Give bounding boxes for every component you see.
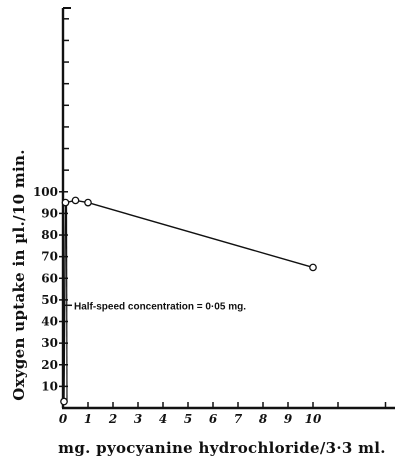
- data-point: [71, 196, 80, 205]
- x-tick-label: 10: [305, 412, 322, 426]
- x-tick-label: 5: [184, 412, 192, 426]
- y-tick-label: 40: [41, 315, 58, 329]
- labels: Oxygen uptake in µl./10 min. mg. pyocyan…: [10, 149, 386, 457]
- y-tick-label: 10: [41, 379, 58, 393]
- annotation-text: Half-speed concentration = 0·05 mg.: [74, 301, 246, 312]
- y-tick-label: 100: [33, 185, 58, 199]
- ticks: 10 20 30 40 50 60 70 80 90 100 0 1 2 3 4 5 6 7 8 9 10: [33, 18, 387, 426]
- y-tick-label: 90: [41, 206, 58, 220]
- x-tick-label: 4: [159, 412, 167, 426]
- y-tick-label: 20: [41, 358, 58, 372]
- x-tick-label: 9: [284, 412, 293, 426]
- series-line-edge: [65, 202, 68, 402]
- x-tick-label: 2: [108, 412, 117, 426]
- x-tick-label: 1: [84, 412, 92, 426]
- axes: [61, 7, 395, 410]
- series: Half-speed concentration = 0·05 mg.: [60, 196, 317, 406]
- x-tick-label: 3: [134, 412, 142, 426]
- x-tick-label: 6: [209, 412, 218, 426]
- x-tick-label: 7: [234, 412, 243, 426]
- y-tick-label: 50: [41, 293, 58, 307]
- data-point: [61, 198, 70, 207]
- x-tick-label: 0: [59, 412, 68, 426]
- data-point: [60, 397, 68, 406]
- y-axis-label: Oxygen uptake in µl./10 min.: [10, 149, 28, 400]
- y-tick-label: 60: [41, 271, 58, 285]
- data-point: [309, 263, 317, 272]
- data-point: [84, 198, 92, 207]
- x-axis-label: mg. pyocyanine hydrochloride/3·3 ml.: [58, 439, 386, 457]
- y-tick-label: 70: [41, 250, 58, 264]
- y-tick-label: 30: [41, 336, 58, 350]
- x-tick-label: 8: [259, 412, 268, 426]
- y-tick-label: 80: [41, 228, 58, 242]
